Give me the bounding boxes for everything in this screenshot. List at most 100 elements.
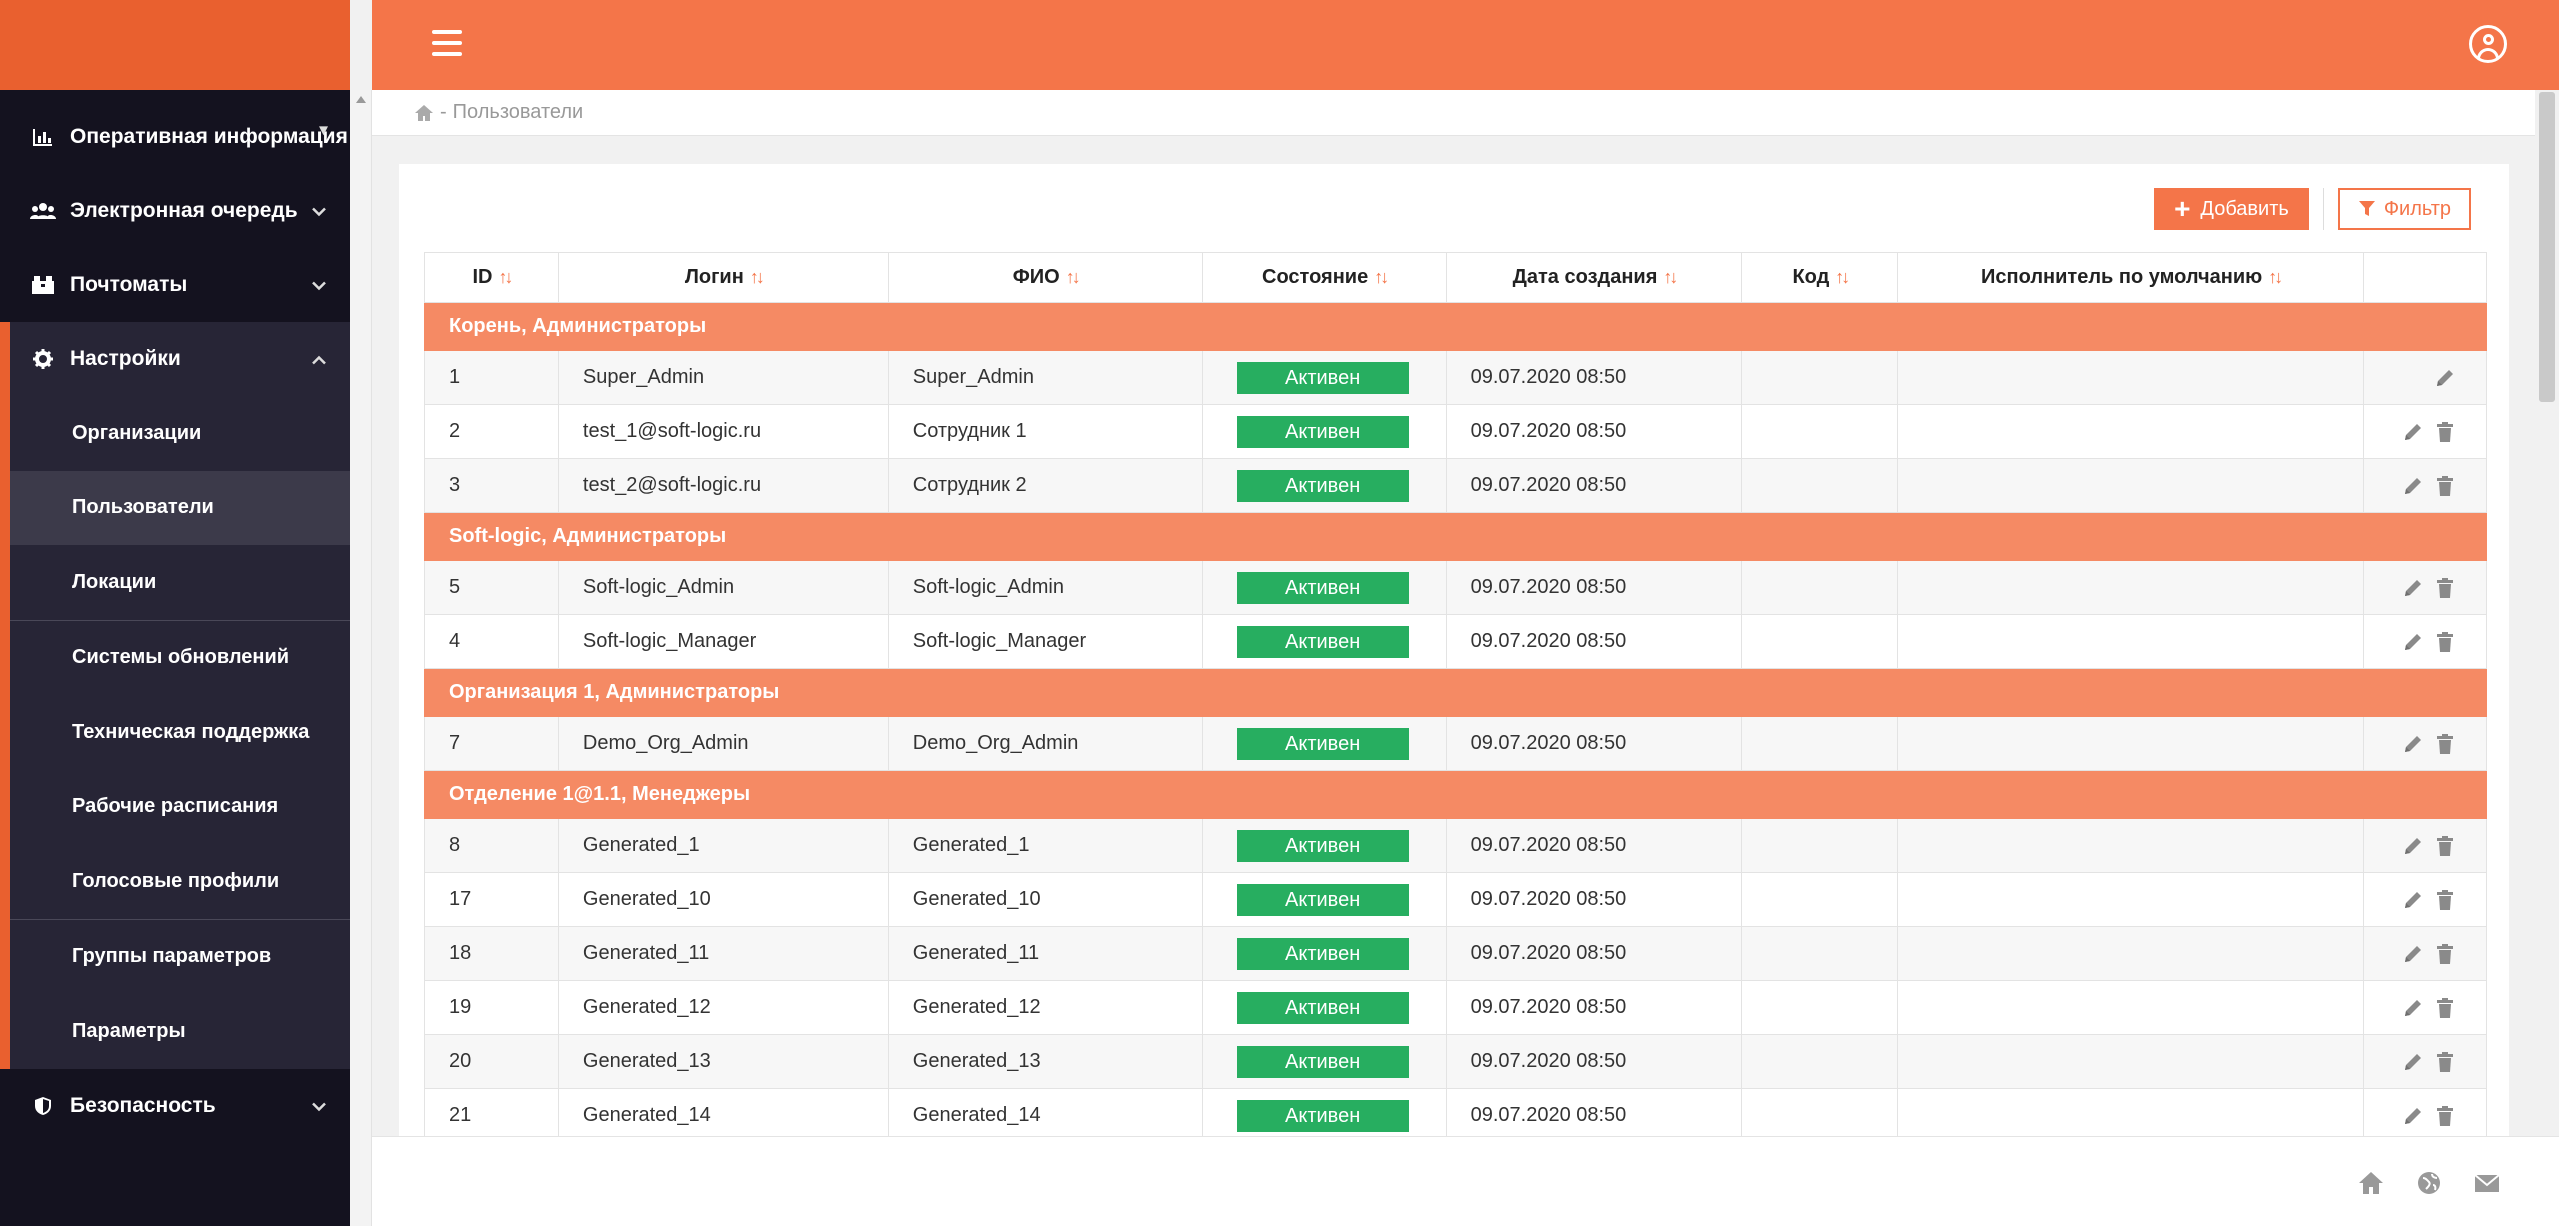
home-icon[interactable] [414, 104, 434, 122]
edit-icon[interactable] [2402, 421, 2424, 443]
cell-actions [2362, 404, 2488, 459]
delete-icon[interactable] [2434, 997, 2456, 1019]
table-row[interactable]: 17 Generated_10 Generated_10 Активен 09.07.2… [424, 872, 2488, 927]
sort-icon[interactable]: ↑↓ [2268, 267, 2283, 287]
cell-created: 09.07.2020 08:50 [1445, 404, 1743, 459]
shield-icon [28, 1094, 58, 1118]
mail-icon[interactable] [2473, 1169, 2501, 1197]
edit-icon[interactable] [2402, 733, 2424, 755]
cell-id: 1 [424, 350, 559, 405]
table-row[interactable]: 19 Generated_12 Generated_12 Активен 09.07.2… [424, 980, 2488, 1035]
delete-icon[interactable] [2434, 475, 2456, 497]
delete-icon[interactable] [2434, 943, 2456, 965]
sidebar-item-settings[interactable]: Настройки [0, 322, 350, 396]
column-header-id[interactable]: ID ↑↓ [424, 252, 559, 303]
cell-login: Demo_Org_Admin [557, 716, 889, 771]
table-row[interactable]: 7 Demo_Org_Admin Demo_Org_Admin Активен 09.0… [424, 716, 2488, 771]
edit-icon[interactable] [2434, 367, 2456, 389]
edit-icon[interactable] [2402, 631, 2424, 653]
edit-icon[interactable] [2402, 943, 2424, 965]
filter-button[interactable]: Фильтр [2337, 188, 2471, 230]
globe-icon[interactable] [2415, 1169, 2443, 1197]
cell-status: Активен [1201, 560, 1447, 615]
sidebar-subitem-parameters[interactable]: Параметры [72, 1019, 186, 1042]
table-row[interactable]: 2 test_1@soft-logic.ru Сотрудник 1 Активен 0… [424, 404, 2488, 459]
cell-actions [2362, 926, 2488, 981]
sort-icon[interactable]: ↑↓ [1065, 267, 1081, 287]
edit-icon[interactable] [2402, 577, 2424, 599]
column-header-created[interactable]: Дата создания ↑↓ [1445, 252, 1743, 303]
scroll-up-arrow-icon[interactable] [356, 96, 366, 103]
sidebar-subitem-voice-profiles[interactable]: Голосовые профили [72, 869, 280, 892]
delete-icon[interactable] [2434, 1105, 2456, 1127]
sort-icon[interactable]: ↑↓ [1374, 267, 1389, 287]
sort-icon[interactable]: ↑↓ [1835, 267, 1850, 287]
column-header-fio[interactable]: ФИО ↑↓ [887, 252, 1203, 303]
cell-id: 5 [424, 560, 559, 615]
delete-icon[interactable] [2434, 733, 2456, 755]
sidebar-subitem-update-systems[interactable]: Системы обновлений [72, 646, 290, 669]
cell-id: 19 [424, 980, 559, 1035]
group-row: Корень, Администраторы [424, 302, 2487, 351]
sidebar-subitem-users[interactable]: Пользователи [10, 470, 350, 545]
column-header-executor[interactable]: Исполнитель по умолчанию ↑↓ [1897, 252, 2364, 303]
table-row[interactable]: 5 Soft-logic_Admin Soft-logic_Admin Активен… [424, 560, 2488, 615]
cell-code [1741, 926, 1899, 981]
delete-icon[interactable] [2434, 631, 2456, 653]
sidebar-item-security[interactable]: Безопасность [0, 1069, 350, 1143]
sidebar-subitem-parameter-groups[interactable]: Группы параметров [72, 945, 272, 968]
sidebar-item-postamats[interactable]: Почтоматы [0, 248, 350, 322]
delete-icon[interactable] [2434, 835, 2456, 857]
edit-icon[interactable] [2402, 1105, 2424, 1127]
chevron-down-icon [312, 1095, 326, 1116]
group-title: Организация 1, Администраторы [424, 668, 2487, 717]
sidebar-subitem-locations[interactable]: Локации [72, 570, 157, 593]
sort-icon[interactable]: ↑↓ [749, 267, 765, 287]
table-row[interactable]: 8 Generated_1 Generated_1 Активен 09.07.2020… [424, 818, 2488, 873]
cell-status: Активен [1201, 458, 1447, 513]
cell-id: 18 [424, 926, 559, 981]
scrollbar-thumb[interactable] [2539, 92, 2555, 402]
cell-created: 09.07.2020 08:50 [1445, 872, 1743, 927]
edit-icon[interactable] [2402, 1051, 2424, 1073]
user-profile-icon[interactable] [2469, 25, 2507, 63]
settings-submenu: Организации Пользователи Локации Системы… [0, 396, 350, 1069]
column-header-code[interactable]: Код ↑↓ [1741, 252, 1899, 303]
cell-created: 09.07.2020 08:50 [1445, 926, 1743, 981]
table-row[interactable]: 1 Super_Admin Super_Admin Активен 09.07.2020… [424, 350, 2488, 405]
edit-icon[interactable] [2402, 835, 2424, 857]
sidebar-item-electronic-queue[interactable]: Электронная очередь [0, 174, 350, 248]
delete-icon[interactable] [2434, 889, 2456, 911]
cell-actions [2362, 716, 2488, 771]
edit-icon[interactable] [2402, 889, 2424, 911]
edit-icon[interactable] [2402, 475, 2424, 497]
sort-icon[interactable]: ↑↓ [498, 267, 513, 287]
column-header-status[interactable]: Состояние ↑↓ [1201, 252, 1447, 303]
sidebar-subitem-tech-support[interactable]: Техническая поддержка [72, 720, 310, 743]
add-button[interactable]: + Добавить [2154, 188, 2309, 230]
sort-icon[interactable]: ↑↓ [1663, 267, 1678, 287]
home-icon[interactable] [2357, 1169, 2385, 1197]
table-row[interactable]: 20 Generated_13 Generated_13 Активен 09.07.2… [424, 1034, 2488, 1089]
table-row[interactable]: 21 Generated_14 Generated_14 Активен 09.07.2… [424, 1088, 2488, 1136]
delete-icon[interactable] [2434, 577, 2456, 599]
delete-icon[interactable] [2434, 1051, 2456, 1073]
toolbar-separator [2322, 188, 2324, 230]
edit-icon[interactable] [2402, 997, 2424, 1019]
page-scrollbar[interactable] [2535, 90, 2559, 1226]
table-row[interactable]: 3 test_2@soft-logic.ru Сотрудник 2 Активен 0… [424, 458, 2488, 513]
hamburger-menu-icon[interactable] [432, 30, 462, 58]
cell-created: 09.07.2020 08:50 [1445, 458, 1743, 513]
delete-icon[interactable] [2434, 421, 2456, 443]
table-row[interactable]: 4 Soft-logic_Manager Soft-logic_Manager Акт… [424, 614, 2488, 669]
sidebar-subitem-organizations[interactable]: Организации [72, 421, 202, 444]
cell-code [1741, 1088, 1899, 1136]
status-badge: Активен [1236, 415, 1409, 448]
column-header-login[interactable]: Логин ↑↓ [557, 252, 889, 303]
cell-fio: Generated_10 [887, 872, 1203, 927]
sidebar-subitem-work-schedules[interactable]: Рабочие расписания [72, 795, 279, 818]
table-row[interactable]: 18 Generated_11 Generated_11 Активен 09.07.2… [424, 926, 2488, 981]
sidebar-item-operational-info[interactable]: Оперативная информация ▾ [0, 100, 350, 174]
sidebar-scrollbar[interactable] [350, 90, 372, 1226]
divider [10, 619, 350, 621]
